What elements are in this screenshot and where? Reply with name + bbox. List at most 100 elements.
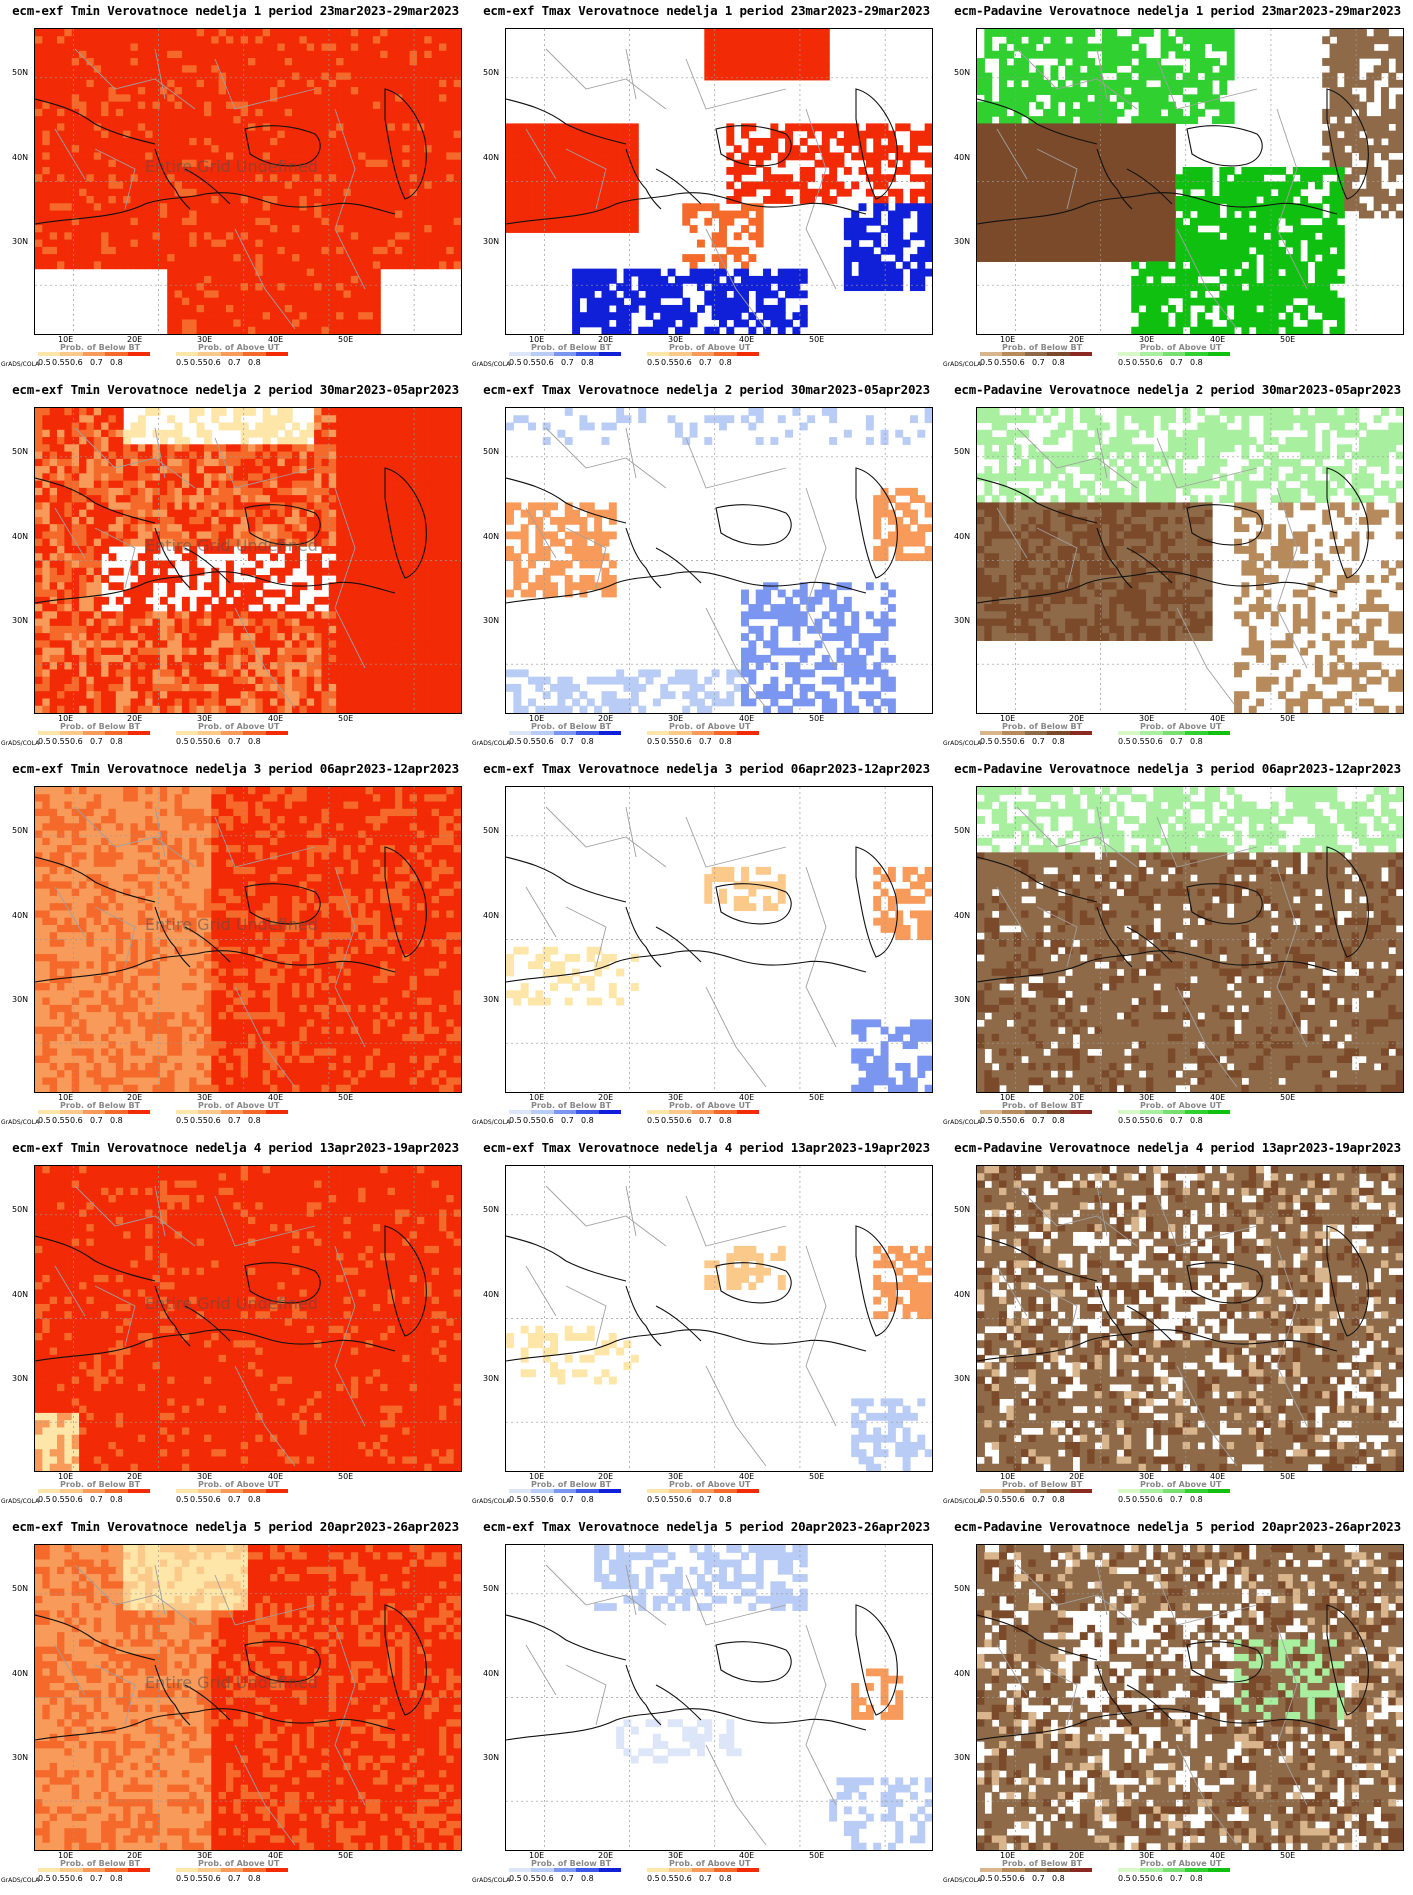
probability-cell (380, 72, 389, 81)
probability-cell (1212, 94, 1220, 103)
probability-cell (1380, 50, 1389, 59)
probability-cell (299, 130, 308, 139)
probability-cell (895, 210, 904, 219)
probability-cell (572, 217, 581, 226)
probability-cell (1043, 188, 1052, 197)
probability-cell (984, 159, 993, 168)
probability-cell (284, 152, 293, 161)
probability-cell (792, 312, 801, 321)
probability-cell (152, 188, 161, 197)
probability-cell (1380, 188, 1389, 197)
probability-cell (895, 246, 904, 255)
probability-cell (306, 174, 315, 183)
probability-cell (145, 72, 154, 81)
probability-cell (431, 145, 440, 154)
probability-cell (807, 43, 816, 52)
probability-cell (1050, 196, 1059, 204)
probability-cell (1366, 130, 1375, 139)
probability-cell (137, 261, 146, 270)
probability-cell (1072, 43, 1081, 52)
probability-cell (292, 101, 301, 110)
probability-cell (572, 181, 581, 190)
probability-cell (35, 130, 43, 139)
probability-cell (1153, 326, 1162, 334)
probability-cell (616, 174, 625, 183)
probability-cell (431, 152, 440, 161)
probability-cell (314, 326, 323, 334)
probability-cell (262, 437, 271, 445)
probability-cell (682, 275, 691, 284)
probability-cell (1388, 43, 1397, 52)
probability-cell (579, 225, 588, 233)
probability-cell (196, 123, 205, 132)
probability-cell (608, 130, 617, 139)
probability-cell (1373, 50, 1382, 59)
probability-cell (42, 58, 51, 66)
probability-cell (365, 422, 374, 431)
probability-cell (306, 145, 315, 154)
probability-cell (1175, 312, 1184, 321)
probability-cell (696, 304, 705, 313)
probability-cell (380, 94, 389, 103)
probability-cell (277, 43, 286, 52)
probability-cell (719, 232, 727, 241)
probability-cell (314, 145, 323, 154)
probability-cell (1175, 174, 1184, 183)
probability-cell (1013, 58, 1022, 66)
probability-cell (1160, 268, 1169, 277)
probability-cell (1351, 188, 1360, 197)
probability-cell (1278, 232, 1287, 241)
probability-cell (594, 145, 603, 154)
probability-cell (108, 43, 117, 52)
probability-cell (1314, 174, 1323, 183)
probability-cell (71, 101, 80, 110)
probability-cell (623, 217, 632, 226)
probability-cell (1329, 94, 1338, 103)
probability-cell (1079, 254, 1088, 262)
probability-cell (1219, 246, 1228, 255)
probability-cell (306, 422, 315, 431)
probability-cell (284, 58, 293, 66)
probability-cell (336, 225, 345, 233)
probability-cell (167, 203, 176, 212)
probability-cell (438, 261, 447, 270)
probability-cell (424, 254, 433, 262)
probability-cell (1094, 116, 1103, 124)
probability-cell (741, 166, 749, 175)
probability-cell (999, 123, 1007, 132)
probability-cell (829, 174, 838, 183)
probability-cell (321, 87, 330, 95)
probability-cell (1079, 137, 1088, 146)
probability-cell (284, 166, 293, 175)
probability-cell (1300, 174, 1309, 183)
probability-cell (1270, 217, 1279, 226)
probability-cell (748, 254, 757, 262)
probability-cell (343, 116, 352, 124)
probability-cell (292, 217, 301, 226)
probability-cell (682, 217, 691, 226)
probability-cell (321, 297, 330, 306)
probability-cell (248, 304, 256, 313)
probability-cell (1395, 43, 1403, 52)
probability-cell (984, 108, 993, 117)
probability-cell (1138, 319, 1147, 328)
probability-cell (1270, 203, 1279, 212)
panel-title: ecm-exf Tmin Verovatnoce nedelja 1 perio… (0, 3, 471, 18)
probability-cell (416, 94, 425, 103)
probability-cell (42, 65, 51, 74)
probability-cell (1065, 87, 1074, 95)
probability-cell (770, 130, 779, 139)
probability-cell (145, 261, 154, 270)
probability-cell (1366, 50, 1375, 59)
probability-cell (1035, 239, 1044, 248)
probability-cell (1226, 217, 1235, 226)
probability-cell (255, 43, 264, 52)
probability-cell (887, 145, 896, 154)
probability-cell (1219, 108, 1228, 117)
probability-cell (130, 108, 139, 117)
probability-cell (645, 326, 654, 334)
probability-cell (1373, 65, 1382, 74)
probability-cell (1197, 166, 1206, 175)
probability-cell (203, 283, 212, 292)
probability-cell (1072, 246, 1081, 255)
